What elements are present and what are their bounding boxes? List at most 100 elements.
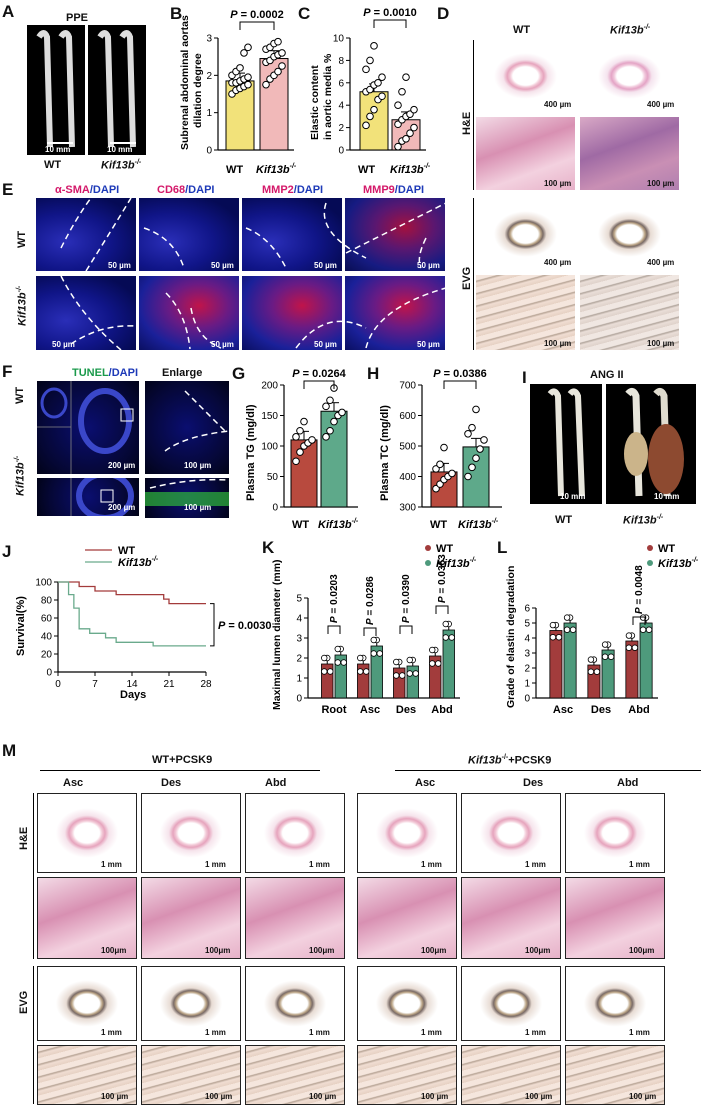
data-point (244, 80, 252, 89)
k-legend-ko: Kif13b-/- (436, 557, 477, 570)
x-category-asc: Asc (553, 704, 573, 716)
g-ylabel: Plasma TG (mg/dl) (245, 404, 257, 501)
y-tick-label: 0 (338, 146, 344, 157)
g-pvalue-bracket (303, 380, 335, 389)
x-tick-label: 21 (163, 679, 175, 690)
d-evg-ko-low (580, 198, 679, 270)
data-point (468, 463, 476, 472)
e-sb3: 50 µm (314, 261, 337, 270)
data-point (476, 445, 484, 453)
l-legend-dot-ko (647, 560, 653, 566)
c-pvalue-bracket (373, 19, 407, 28)
survival-curve-wt (58, 581, 206, 605)
data-point (398, 87, 406, 96)
data-point (278, 62, 286, 70)
m-image-r3-c4 (461, 1045, 561, 1105)
y-tick-label: 80 (41, 596, 53, 607)
m-col-des-2: Des (523, 777, 544, 789)
data-point (366, 56, 374, 65)
data-point (357, 654, 364, 662)
d-evg-label: EVG (461, 266, 473, 290)
data-point (236, 64, 244, 72)
bar-asc-wt (549, 630, 563, 699)
m-scalebar-label: 1 mm (421, 860, 442, 869)
bar (320, 410, 348, 508)
h-ko-label: Kif13b-/- (458, 518, 499, 531)
k-legend-dot-wt (425, 545, 431, 551)
e-sb5: 50 µm (52, 340, 75, 349)
m-scalebar-label: 100μm (525, 946, 551, 955)
data-point (262, 80, 270, 89)
j-xlabel: Days (120, 689, 146, 701)
m-scalebar-label: 1 mm (525, 1028, 546, 1037)
panel-label-a: A (2, 2, 15, 21)
k-pvalue-1: P = 0.0286 (365, 576, 376, 625)
data-point (278, 49, 286, 57)
e-ko-label: Kif13b-/- (16, 285, 29, 326)
m-scalebar-label: 1 mm (525, 860, 546, 869)
y-tick-label: 100 (261, 442, 278, 453)
k-legend-wt: WT (436, 543, 453, 555)
l-ylabel: Grade of elastin degradation (505, 566, 517, 708)
bar-asc-ko (563, 622, 577, 699)
data-point (327, 668, 334, 675)
e-h3: MMP2/DAPI (262, 184, 324, 196)
a-wt-label: WT (44, 159, 62, 171)
d-he-ko-low (580, 40, 679, 112)
y-tick-label: 6 (338, 78, 344, 89)
data-point (274, 37, 282, 46)
data-point (378, 92, 386, 101)
y-tick-label: 40 (41, 632, 53, 643)
m-image-r3-c3 (357, 1045, 457, 1105)
i-sb1: 10 mm (560, 492, 586, 501)
m-image-r1-c5 (565, 877, 665, 959)
y-tick-label: 20 (41, 650, 53, 661)
h-wt-label: WT (430, 519, 447, 531)
d-wt-header: WT (513, 24, 531, 36)
c-ylabel-1: Elastic content (309, 65, 321, 140)
data-point (555, 634, 563, 641)
d-evg-ko-high (580, 275, 679, 350)
data-point (429, 660, 436, 667)
g-pvalue: P = 0.0264 (292, 368, 346, 380)
c-wt-label: WT (358, 164, 375, 176)
y-tick-label: 1 (524, 679, 530, 690)
a-ko-label: Kif13b-/- (101, 159, 142, 172)
l-bracket (632, 616, 646, 625)
m-image-r0-c2 (245, 793, 345, 873)
data-point (244, 43, 252, 52)
a-scalebar2 (110, 142, 136, 144)
x-category-asc: Asc (360, 704, 380, 716)
data-point (464, 472, 472, 481)
m-image-r3-c5 (565, 1045, 665, 1105)
data-point (296, 448, 304, 456)
y-tick-label: 2 (338, 123, 344, 134)
m-image-r0-c3 (357, 793, 457, 873)
b-ylabel-1: Subrenal abdominal aortas (179, 15, 191, 150)
e-wt-label: WT (16, 230, 28, 248)
e-wt-mmp9 (345, 198, 445, 271)
i-ko-label: Kif13b-/- (623, 514, 664, 527)
bar (359, 91, 389, 151)
y-tick-label: 4 (338, 101, 344, 112)
data-point (357, 668, 364, 675)
m-scalebar-label: 1 mm (309, 1028, 330, 1037)
m-scalebar-label: 1 mm (629, 860, 650, 869)
m-scalebar-label: 100 µm (101, 1092, 129, 1101)
m-image-r1-c1 (141, 877, 241, 959)
data-point (326, 426, 334, 435)
k-bracket-1 (363, 627, 377, 636)
e-wt-cd68 (139, 198, 239, 271)
data-point (639, 626, 647, 633)
y-tick-label: 2 (206, 71, 212, 82)
m-scalebar-label: 1 mm (309, 860, 330, 869)
g-ko-label: Kif13b-/- (318, 518, 359, 531)
y-tick-label: 700 (399, 381, 416, 392)
data-point (412, 670, 419, 677)
e-h2: CD68/DAPI (157, 184, 215, 196)
m-image-r2-c3 (357, 966, 457, 1041)
chart-c: 0 2 4 6 8 10 P = 0.0010 WT Kif13b-/- Elastic cont… (309, 7, 431, 176)
y-tick-label: 4 (296, 614, 302, 625)
data-point (406, 670, 413, 677)
y-tick-label: 5 (524, 619, 530, 630)
